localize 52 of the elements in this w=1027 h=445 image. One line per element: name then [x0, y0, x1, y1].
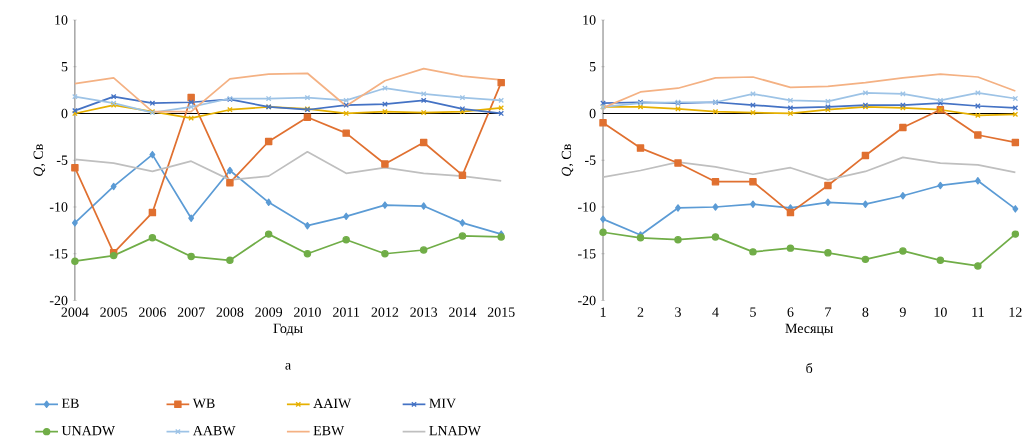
- legend-label: MIV: [429, 398, 456, 408]
- x-tick-label: 3: [675, 307, 681, 317]
- x-axis-title: Годы: [273, 323, 303, 336]
- x-tick-label: 2012: [371, 307, 399, 317]
- y-tick-label: 0: [61, 108, 68, 119]
- y-tick-label: -15: [49, 248, 68, 259]
- x-tick-label: 8: [862, 307, 869, 317]
- x-tick-label: 10: [934, 307, 947, 317]
- x-tick-label: 2009: [255, 307, 283, 317]
- y-tick-label: -15: [577, 248, 596, 259]
- y-tick-label: -20: [577, 295, 596, 306]
- y-tick-label: -5: [56, 155, 68, 165]
- x-tick-label: 1: [600, 307, 606, 317]
- x-tick-label: 9: [899, 307, 906, 317]
- x-axis-title: Месяцы: [785, 323, 833, 336]
- y-tick-label: 5: [61, 61, 68, 72]
- text: б: [806, 362, 813, 373]
- legend-label: WB: [192, 398, 215, 408]
- x-tick-label: 2010: [294, 307, 321, 317]
- legend-label: AAIW: [313, 398, 352, 408]
- legend-label: AABW: [192, 425, 236, 436]
- legend-label: UNADW: [61, 425, 116, 436]
- x-tick-label: 12: [1009, 307, 1022, 317]
- y-tick-label: -20: [49, 295, 68, 306]
- x-tick-label: 11: [972, 307, 984, 317]
- text: а: [285, 362, 291, 370]
- x-tick-label: 2013: [410, 307, 438, 317]
- y-tick-label: 5: [589, 61, 596, 72]
- x-tick-label: 2007: [177, 307, 205, 317]
- x-tick-label: 6: [787, 307, 794, 317]
- x-tick-label: 2006: [139, 307, 166, 317]
- y-tick-label: -5: [584, 155, 596, 165]
- x-tick-label: 2005: [100, 307, 128, 317]
- legend-label: EBW: [313, 425, 345, 436]
- x-tick-label: 5: [750, 307, 756, 317]
- y-tick-label: 10: [55, 15, 68, 25]
- x-tick-label: 2004: [61, 307, 89, 317]
- y-tick-label: 10: [583, 15, 596, 25]
- y-axis-title: Q, Св: [561, 144, 574, 176]
- x-tick-label: 2: [637, 307, 644, 317]
- legend-label: LNADW: [429, 425, 481, 436]
- x-tick-label: 4: [712, 307, 719, 317]
- y-tick-label: -10: [49, 202, 68, 212]
- y-tick-label: -10: [577, 202, 596, 212]
- x-tick-label: 2015: [487, 307, 515, 317]
- legend-label: EB: [61, 398, 79, 408]
- x-tick-label: 2008: [216, 307, 244, 317]
- x-tick-label: 2011: [333, 307, 360, 317]
- x-tick-label: 7: [825, 307, 832, 317]
- y-axis-title: Q, Св: [33, 144, 46, 176]
- y-tick-label: 0: [589, 108, 596, 119]
- x-tick-label: 2014: [449, 307, 477, 317]
